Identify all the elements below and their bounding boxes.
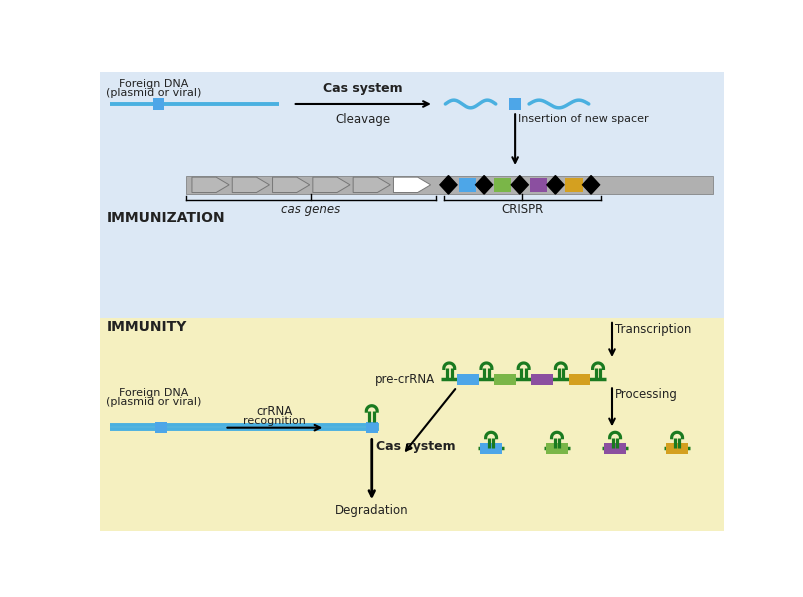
Bar xyxy=(565,178,582,192)
Polygon shape xyxy=(393,177,430,192)
Bar xyxy=(185,176,712,194)
Text: recognition: recognition xyxy=(243,416,306,426)
Polygon shape xyxy=(546,176,563,194)
Bar xyxy=(456,374,478,384)
Text: Cleavage: Cleavage xyxy=(335,113,390,126)
Bar xyxy=(508,98,520,110)
Bar xyxy=(529,178,546,192)
Text: IMMUNIZATION: IMMUNIZATION xyxy=(107,211,225,225)
Bar xyxy=(365,422,377,433)
Bar xyxy=(458,178,475,192)
Bar xyxy=(479,443,501,454)
Text: Foreign DNA: Foreign DNA xyxy=(118,79,188,90)
Polygon shape xyxy=(353,177,390,192)
Text: Degradation: Degradation xyxy=(335,504,408,516)
Polygon shape xyxy=(582,176,599,194)
Text: Processing: Processing xyxy=(614,389,677,401)
Bar xyxy=(100,72,723,318)
Text: pre-crRNA: pre-crRNA xyxy=(375,373,434,386)
Bar xyxy=(604,443,626,454)
Text: (plasmid or viral): (plasmid or viral) xyxy=(105,88,201,98)
Text: cas genes: cas genes xyxy=(281,202,340,216)
Bar xyxy=(494,374,516,384)
Text: (plasmid or viral): (plasmid or viral) xyxy=(105,397,201,407)
Text: Insertion of new spacer: Insertion of new spacer xyxy=(518,115,648,124)
Bar xyxy=(494,178,511,192)
Text: Cas system: Cas system xyxy=(323,82,402,95)
Text: Cas system: Cas system xyxy=(375,439,454,453)
Polygon shape xyxy=(192,177,229,192)
Text: Transcription: Transcription xyxy=(614,323,691,336)
Polygon shape xyxy=(232,177,269,192)
Polygon shape xyxy=(312,177,349,192)
Polygon shape xyxy=(272,177,309,192)
Bar xyxy=(531,374,552,384)
Bar xyxy=(100,318,723,531)
Polygon shape xyxy=(511,176,528,194)
Bar xyxy=(153,98,165,110)
Bar xyxy=(666,443,687,454)
Bar xyxy=(545,443,567,454)
Text: CRISPR: CRISPR xyxy=(501,202,543,216)
Text: crRNA: crRNA xyxy=(256,405,292,418)
Polygon shape xyxy=(439,176,456,194)
Polygon shape xyxy=(475,176,492,194)
Bar xyxy=(155,422,166,433)
Text: IMMUNITY: IMMUNITY xyxy=(107,320,187,334)
Text: Foreign DNA: Foreign DNA xyxy=(118,389,188,398)
Bar xyxy=(568,374,589,384)
